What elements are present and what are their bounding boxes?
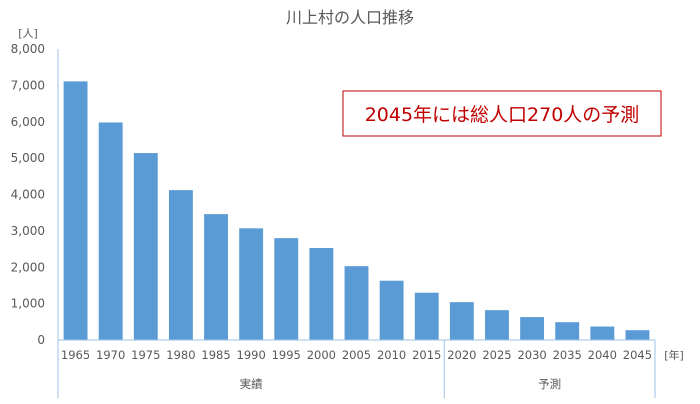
bar-1995 — [274, 238, 299, 340]
y-tick-label: 3,000 — [11, 224, 45, 238]
group-label: 実績 — [240, 377, 263, 391]
x-tick-label: 1985 — [201, 348, 230, 362]
x-tick-label: 2040 — [588, 348, 617, 362]
bar-2005 — [344, 266, 369, 340]
y-tick-label: 1,000 — [11, 297, 45, 311]
y-tick-label: 4,000 — [11, 188, 45, 202]
x-tick-label: 1990 — [237, 348, 266, 362]
x-tick-label: 1980 — [166, 348, 195, 362]
x-tick-label: 2010 — [377, 348, 406, 362]
x-tick-label: 1965 — [61, 348, 90, 362]
x-tick-label: 2020 — [447, 348, 476, 362]
y-tick-label: 0 — [37, 333, 45, 347]
bar-2020 — [449, 302, 474, 340]
x-tick-label: 2035 — [553, 348, 582, 362]
x-tick-label: 2000 — [307, 348, 336, 362]
bar-2040 — [590, 326, 615, 340]
y-axis-label: [人] — [18, 27, 38, 40]
bar-1975 — [133, 153, 158, 340]
x-tick-label: 1995 — [272, 348, 301, 362]
bar-1970 — [98, 122, 123, 340]
bar-1980 — [168, 190, 193, 340]
x-tick-label: 2030 — [517, 348, 546, 362]
bar-1985 — [204, 214, 228, 340]
bar-1965 — [63, 81, 88, 340]
bar-2010 — [379, 280, 404, 340]
x-tick-label: 2025 — [482, 348, 511, 362]
y-tick-label: 2,000 — [11, 260, 45, 274]
y-tick-label: 6,000 — [11, 115, 45, 129]
y-tick-label: 8,000 — [11, 42, 45, 56]
y-tick-label: 7,000 — [11, 78, 45, 92]
bar-2035 — [555, 322, 580, 340]
x-axis-label: [年] — [664, 348, 684, 362]
chart-title: 川上村の人口推移 — [286, 8, 414, 27]
bar-2030 — [520, 317, 545, 340]
bar-2000 — [309, 247, 334, 340]
bar-2015 — [414, 292, 439, 340]
bar-2045 — [625, 330, 650, 340]
x-tick-label: 2045 — [623, 348, 652, 362]
x-tick-label: 1970 — [96, 348, 125, 362]
y-tick-label: 5,000 — [11, 151, 45, 165]
bar-1990 — [239, 228, 264, 340]
annotation-box: 2045年には総人口270人の予測 — [342, 90, 662, 137]
annotation-text: 2045年には総人口270人の予測 — [365, 104, 640, 126]
x-tick-label: 2015 — [412, 348, 441, 362]
x-tick-label: 1975 — [131, 348, 160, 362]
group-label: 予測 — [538, 377, 561, 391]
bar-2025 — [485, 310, 509, 340]
x-tick-label: 2005 — [342, 348, 371, 362]
